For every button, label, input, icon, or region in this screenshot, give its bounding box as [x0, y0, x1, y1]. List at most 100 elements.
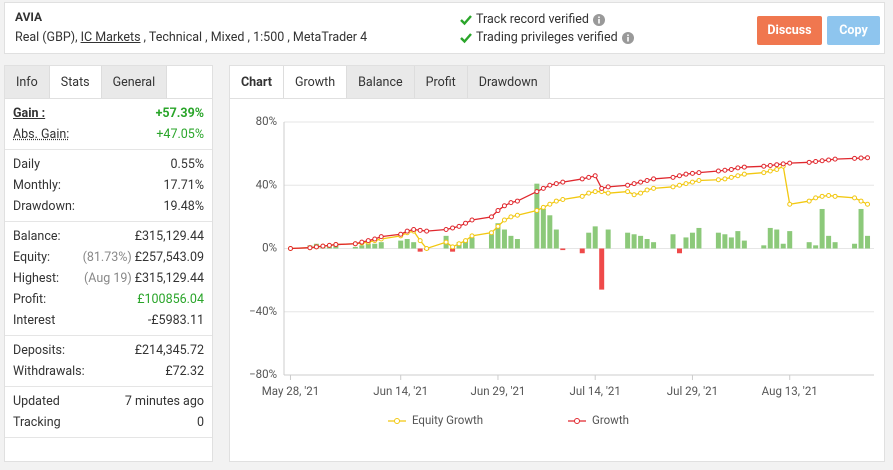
stats-group: Daily 0.55% Monthly: 17.71% Drawdown: 19.48%	[5, 150, 212, 222]
point-marker	[579, 193, 585, 199]
point-marker	[865, 155, 871, 161]
chart-tab[interactable]: Drawdown	[467, 66, 550, 98]
bar	[592, 226, 598, 249]
bar	[547, 215, 553, 249]
point-marker	[599, 185, 605, 191]
stats-row: Tracking 0	[5, 412, 212, 433]
point-marker	[625, 189, 631, 195]
chart-tab[interactable]: Profit	[414, 66, 468, 98]
point-marker	[417, 238, 423, 244]
stats-tab[interactable]: General	[101, 66, 168, 98]
point-marker	[689, 170, 695, 176]
stat-label: Daily	[13, 157, 40, 172]
point-marker	[806, 159, 812, 165]
stat-label: Drawdown:	[13, 199, 75, 214]
stats-panel: Info Stats General Gain : +57.39% Abs. Gain:…	[4, 65, 213, 462]
bar	[450, 248, 456, 252]
point-marker	[852, 195, 858, 201]
point-marker	[540, 185, 546, 191]
point-marker	[586, 190, 592, 196]
stat-value: 17.71%	[163, 178, 204, 193]
info-icon[interactable]	[592, 13, 605, 26]
bar	[560, 248, 566, 251]
point-marker	[501, 217, 507, 223]
stats-row: Monthly: 17.71%	[5, 175, 212, 196]
bar	[651, 242, 657, 249]
stat-value: +47.05%	[156, 127, 204, 142]
bar	[359, 245, 365, 249]
y-tick-label: −40%	[249, 304, 277, 318]
stats-group: Updated 7 minutes ago Tracking 0	[5, 387, 212, 438]
point-marker	[741, 164, 747, 170]
point-marker	[683, 171, 689, 177]
point-marker	[488, 214, 494, 220]
chart-tab[interactable]: Balance	[347, 66, 415, 98]
point-marker	[774, 162, 780, 168]
bar	[508, 235, 514, 249]
point-marker	[761, 163, 767, 169]
point-marker	[696, 178, 702, 184]
point-marker	[424, 228, 430, 234]
point-marker	[495, 208, 501, 214]
stats-row: Deposits: £214,345.72	[5, 340, 212, 361]
point-marker	[722, 176, 728, 182]
stat-label: Abs. Gain:	[13, 127, 70, 142]
bar	[819, 208, 825, 249]
bar	[826, 235, 832, 249]
point-marker	[469, 217, 475, 223]
chart-tab[interactable]: Growth	[283, 66, 348, 98]
stat-value: 0.55%	[170, 157, 204, 172]
point-marker	[813, 159, 819, 165]
stats-tab[interactable]: Info	[5, 66, 50, 98]
point-marker	[741, 171, 747, 177]
bar	[683, 237, 689, 249]
info-icon[interactable]	[621, 31, 634, 44]
point-marker	[832, 156, 838, 162]
bar	[832, 242, 838, 249]
stat-value: 7 minutes ago	[124, 394, 204, 409]
bar	[715, 232, 721, 249]
point-marker	[638, 190, 644, 196]
stats-group: Deposits: £214,345.72 Withdrawals: £72.32	[5, 336, 212, 387]
stats-group: Balance: £315,129.44 Equity: (81.73%) £257,5…	[5, 222, 212, 336]
stat-value: £315,129.44	[134, 229, 204, 244]
point-marker	[644, 187, 650, 193]
stats-tabs: Info Stats General	[5, 66, 212, 99]
verified-text: Track record verified	[476, 12, 589, 27]
point-marker	[728, 174, 734, 180]
x-tick-label: Jul 14, '21	[570, 384, 621, 398]
discuss-button[interactable]: Discuss	[757, 16, 822, 45]
point-marker	[592, 189, 598, 195]
stats-tab[interactable]: Stats	[49, 66, 102, 98]
point-marker	[676, 173, 682, 179]
point-marker	[819, 158, 825, 164]
bar	[495, 223, 501, 249]
legend-marker	[394, 418, 400, 424]
copy-button[interactable]: Copy	[827, 16, 880, 45]
bar	[858, 208, 864, 249]
verified-text: Trading privileges verified	[476, 30, 618, 45]
point-marker	[463, 220, 469, 226]
legend-label: Equity Growth	[412, 413, 483, 427]
stat-label: Updated	[13, 394, 60, 409]
point-marker	[858, 155, 864, 161]
bar	[676, 248, 682, 254]
point-marker	[806, 198, 812, 204]
point-marker	[469, 233, 475, 239]
bar	[378, 242, 384, 249]
point-marker	[767, 162, 773, 168]
broker-link[interactable]: IC Markets	[80, 30, 141, 45]
stats-row: Equity: (81.73%) £257,543.09	[5, 247, 212, 268]
point-marker	[450, 225, 456, 231]
bar	[780, 243, 786, 249]
point-marker	[767, 168, 773, 174]
bar	[631, 234, 637, 249]
stat-value: 0	[196, 415, 204, 430]
bar	[767, 227, 773, 249]
bar	[579, 248, 585, 254]
x-tick-label: Jun 14, '21	[373, 384, 428, 398]
point-marker	[644, 178, 650, 184]
point-marker	[411, 227, 417, 233]
point-marker	[404, 228, 410, 234]
point-marker	[320, 243, 326, 249]
